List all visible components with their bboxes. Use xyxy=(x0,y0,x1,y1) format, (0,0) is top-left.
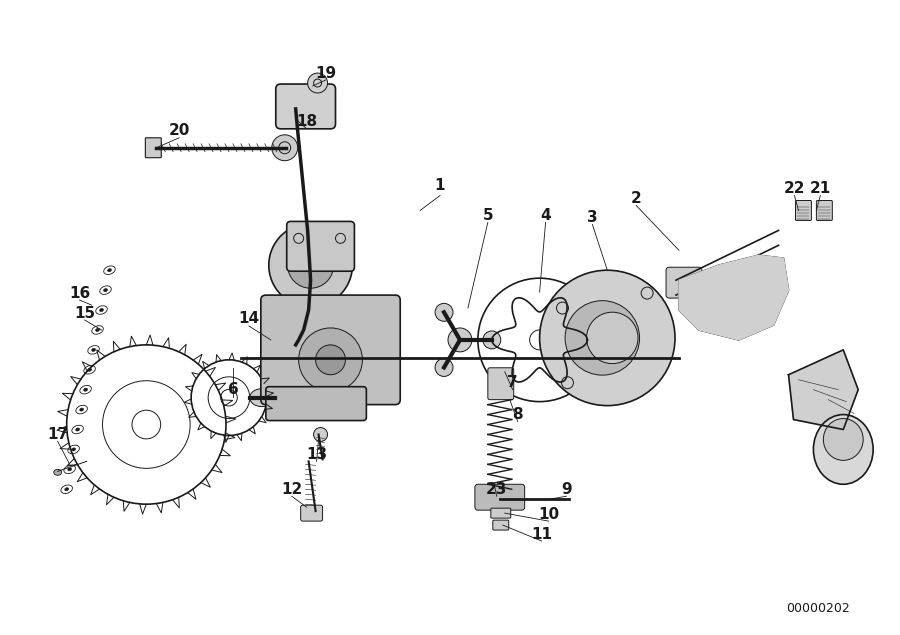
Text: 00000202: 00000202 xyxy=(787,602,850,615)
FancyBboxPatch shape xyxy=(475,485,525,510)
Text: 16: 16 xyxy=(69,286,90,300)
Polygon shape xyxy=(679,255,788,340)
Ellipse shape xyxy=(824,418,863,460)
FancyBboxPatch shape xyxy=(145,138,161,157)
Text: 19: 19 xyxy=(315,65,336,81)
Ellipse shape xyxy=(108,269,112,272)
Circle shape xyxy=(299,328,363,392)
Text: 8: 8 xyxy=(512,407,523,422)
Circle shape xyxy=(565,301,640,375)
Circle shape xyxy=(448,328,472,352)
Text: 10: 10 xyxy=(538,507,559,521)
Text: 6: 6 xyxy=(228,382,238,397)
Text: 3: 3 xyxy=(587,210,598,225)
FancyBboxPatch shape xyxy=(491,508,510,518)
Ellipse shape xyxy=(100,309,104,312)
Ellipse shape xyxy=(95,328,100,331)
Text: 4: 4 xyxy=(540,208,551,223)
Circle shape xyxy=(272,135,298,161)
Circle shape xyxy=(269,224,353,307)
Text: 14: 14 xyxy=(238,312,259,326)
Text: 13: 13 xyxy=(306,447,327,462)
Circle shape xyxy=(308,73,328,93)
Text: 17: 17 xyxy=(47,427,68,442)
Text: 15: 15 xyxy=(74,305,95,321)
FancyBboxPatch shape xyxy=(816,201,833,220)
Circle shape xyxy=(435,359,453,377)
FancyBboxPatch shape xyxy=(287,222,355,271)
Text: 5: 5 xyxy=(482,208,493,223)
Text: 21: 21 xyxy=(810,181,831,196)
FancyBboxPatch shape xyxy=(266,387,366,420)
Circle shape xyxy=(587,312,638,364)
Ellipse shape xyxy=(80,408,84,411)
Ellipse shape xyxy=(54,469,62,476)
Text: 2: 2 xyxy=(631,191,642,206)
Ellipse shape xyxy=(104,288,107,291)
Circle shape xyxy=(292,326,320,354)
Text: 20: 20 xyxy=(168,123,190,138)
Ellipse shape xyxy=(72,448,76,451)
FancyBboxPatch shape xyxy=(275,84,336,129)
Ellipse shape xyxy=(76,428,79,431)
Circle shape xyxy=(483,331,500,349)
Text: 1: 1 xyxy=(435,178,446,193)
Ellipse shape xyxy=(87,368,92,371)
FancyBboxPatch shape xyxy=(488,368,514,399)
Circle shape xyxy=(316,345,346,375)
Ellipse shape xyxy=(92,349,95,351)
Ellipse shape xyxy=(68,468,72,471)
Text: 12: 12 xyxy=(281,482,302,497)
Circle shape xyxy=(435,304,453,321)
Ellipse shape xyxy=(84,388,87,391)
Text: 23: 23 xyxy=(486,482,508,497)
Ellipse shape xyxy=(65,488,68,491)
Circle shape xyxy=(540,271,675,406)
Text: 18: 18 xyxy=(296,114,317,130)
FancyBboxPatch shape xyxy=(261,295,400,404)
FancyBboxPatch shape xyxy=(796,201,812,220)
Polygon shape xyxy=(788,350,859,429)
Text: 11: 11 xyxy=(531,526,552,542)
Text: 9: 9 xyxy=(562,482,572,497)
Circle shape xyxy=(313,427,328,441)
FancyBboxPatch shape xyxy=(301,505,322,521)
Text: 22: 22 xyxy=(784,181,806,196)
Ellipse shape xyxy=(250,389,274,406)
Circle shape xyxy=(288,242,334,288)
FancyBboxPatch shape xyxy=(493,520,508,530)
Text: 7: 7 xyxy=(508,375,518,391)
FancyBboxPatch shape xyxy=(666,267,702,298)
Ellipse shape xyxy=(814,415,873,485)
